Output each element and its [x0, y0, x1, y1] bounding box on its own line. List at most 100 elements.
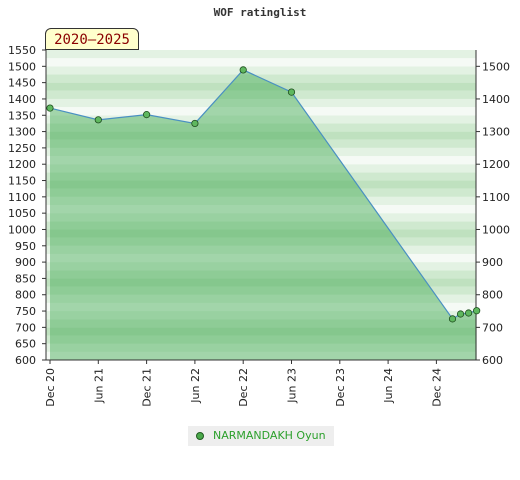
background-band: [46, 335, 476, 344]
y-left-tick-label: 650: [15, 338, 36, 351]
x-tick-label: Dec 21: [141, 368, 154, 407]
data-point: [94, 116, 102, 124]
y-left-tick-label: 1250: [8, 142, 36, 155]
background-band: [46, 229, 476, 238]
background-band: [46, 311, 476, 320]
y-right-tick-label: 700: [482, 321, 503, 334]
background-band: [46, 286, 476, 295]
x-tick-label: Jun 24: [382, 368, 395, 404]
background-band: [46, 351, 476, 360]
y-right-tick-label: 1100: [482, 191, 510, 204]
background-band: [46, 245, 476, 254]
period-badge: 2020–2025: [45, 28, 139, 50]
series-area: [50, 69, 477, 360]
background-band: [46, 90, 476, 99]
background-band: [46, 205, 476, 214]
background-band: [46, 50, 476, 59]
y-left-tick-label: 950: [15, 240, 36, 253]
background-band: [46, 237, 476, 246]
y-left-ticks: 600 650 700 750 800 850 900 950 1000 1050 1100 1150…: [8, 44, 46, 367]
y-left-tick-label: 600: [15, 354, 36, 367]
y-right-ticks: 600 700 800 900 1000 1100 1200 1300 1400 1500: [476, 60, 510, 367]
background-band: [46, 188, 476, 197]
y-right-tick-label: 1000: [482, 223, 510, 236]
y-right-tick-label: 900: [482, 256, 503, 269]
y-left-tick-label: 1100: [8, 191, 36, 204]
y-left-tick-label: 1000: [8, 223, 36, 236]
x-ticks: Dec 20 Jun 21 Dec 21 Jun 22 Dec 22 Jun 23 Dec …: [44, 360, 443, 407]
background-band: [46, 262, 476, 271]
y-left-tick-label: 1150: [8, 175, 36, 188]
x-tick-label: Jun 23: [286, 368, 299, 404]
data-point: [287, 88, 296, 96]
background-band: [46, 270, 476, 279]
background-band: [46, 221, 476, 230]
data-point: [191, 119, 199, 128]
legend: NARMANDAKH Oyun: [188, 426, 334, 446]
x-tick-label: Dec 22: [237, 368, 250, 407]
background-band: [46, 147, 476, 157]
background-band: [46, 253, 476, 263]
background-band: [46, 139, 476, 148]
data-point: [448, 315, 457, 323]
data-point: [46, 104, 54, 112]
x-tick-label: Dec 23: [334, 368, 347, 407]
background-bands: [46, 50, 476, 360]
y-left-tick-label: 1300: [8, 126, 36, 139]
y-left-tick-label: 1200: [8, 158, 36, 171]
data-point: [473, 307, 481, 315]
background-band: [46, 164, 476, 173]
chart-title: WOF ratinglist: [213, 6, 307, 19]
background-band: [46, 107, 476, 116]
y-right-tick-label: 1400: [482, 93, 510, 106]
x-tick-label: Jun 21: [92, 368, 105, 404]
background-band: [46, 319, 476, 328]
y-right-tick-label: 1300: [482, 126, 510, 139]
y-left-tick-label: 1450: [8, 77, 36, 90]
background-band: [46, 327, 476, 336]
background-band: [46, 213, 476, 222]
y-left-tick-label: 1350: [8, 109, 36, 122]
data-markers: [46, 66, 481, 323]
series-line: [49, 69, 477, 320]
background-band: [46, 123, 476, 132]
y-left-tick-label: 1400: [8, 93, 36, 106]
y-right-tick-label: 600: [482, 354, 503, 367]
background-band: [46, 131, 476, 140]
background-band: [46, 278, 476, 287]
background-band: [46, 343, 476, 352]
y-left-tick-label: 1500: [8, 60, 36, 73]
y-left-tick-label: 1050: [8, 207, 36, 220]
data-point: [239, 66, 247, 74]
y-left-tick-label: 850: [15, 272, 36, 285]
y-right-tick-label: 800: [482, 289, 503, 302]
background-band: [46, 115, 476, 124]
background-band: [46, 172, 476, 181]
y-right-tick-label: 1200: [482, 158, 510, 171]
data-point: [143, 111, 151, 119]
background-band: [46, 294, 476, 303]
x-tick-label: Dec 20: [44, 368, 57, 407]
y-left-tick-label: 1550: [8, 44, 36, 57]
y-right-tick-label: 1500: [482, 60, 510, 73]
legend-label: NARMANDAKH Oyun: [213, 429, 326, 442]
background-band: [46, 98, 476, 108]
data-point: [456, 310, 465, 318]
x-tick-label: Dec 24: [430, 368, 443, 407]
background-band: [46, 180, 476, 189]
background-band: [46, 82, 476, 91]
background-band: [46, 302, 476, 312]
y-left-tick-label: 750: [15, 305, 36, 318]
x-tick-label: Jun 22: [189, 368, 202, 404]
data-point: [464, 309, 473, 317]
data-area: [49, 69, 477, 360]
y-left-tick-label: 700: [15, 321, 36, 334]
y-left-tick-label: 900: [15, 256, 36, 269]
background-band: [46, 156, 476, 165]
background-band: [46, 58, 476, 67]
background-band: [46, 66, 476, 75]
legend-marker: [196, 432, 204, 440]
background-band: [46, 196, 476, 205]
y-left-tick-label: 800: [15, 289, 36, 302]
